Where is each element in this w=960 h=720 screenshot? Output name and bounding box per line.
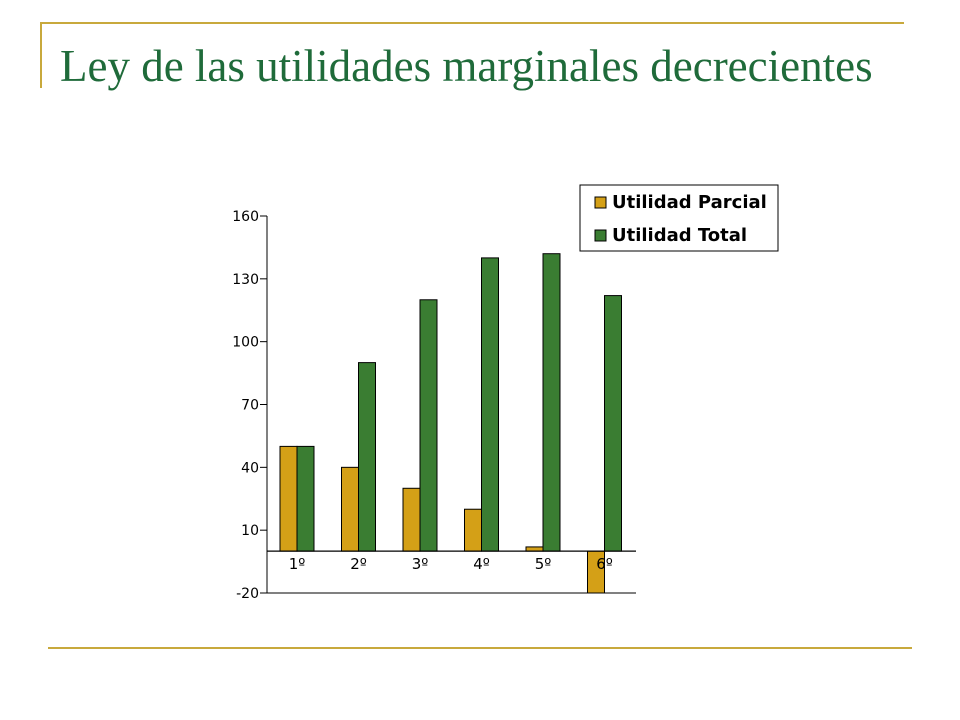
bar-utilidad-parcial: [402, 487, 421, 552]
bar-utilidad-total: [296, 445, 315, 552]
x-category-label: 4º: [473, 555, 490, 573]
y-tick-label: 40: [241, 460, 259, 476]
y-tick-label: 160: [232, 209, 259, 225]
slide-left-rule: [40, 22, 42, 88]
slide-title: Ley de las utilidades marginales decreci…: [60, 41, 873, 91]
slide-top-rule: [40, 22, 904, 24]
y-tick-label: 130: [232, 272, 259, 288]
bar-utilidad-parcial: [279, 445, 298, 552]
bar-utilidad-parcial: [464, 508, 482, 552]
legend-swatch: [594, 229, 607, 242]
y-tick-label: 10: [241, 523, 259, 539]
legend-box: [579, 184, 779, 252]
legend-label: Utilidad Total: [612, 225, 747, 246]
x-category-label: 2º: [350, 555, 367, 573]
y-tick-label: -20: [236, 586, 259, 602]
bar-utilidad-total: [419, 299, 438, 552]
bar-utilidad-total: [604, 295, 622, 552]
bar-utilidad-parcial: [525, 546, 544, 552]
x-category-label: 5º: [535, 555, 552, 573]
bar-utilidad-total: [358, 362, 376, 552]
bar-utilidad-total: [481, 257, 499, 552]
legend-swatch: [594, 196, 607, 209]
x-category-label: 1º: [289, 555, 306, 573]
x-category-label: 6º: [596, 555, 613, 573]
x-category-label: 3º: [412, 555, 429, 573]
slide-bottom-rule: [48, 647, 912, 649]
bar-utilidad-total: [542, 253, 561, 552]
y-tick-label: 70: [241, 398, 259, 414]
y-tick-label: 100: [232, 335, 259, 351]
bar-utilidad-parcial: [341, 466, 359, 552]
legend-label: Utilidad Parcial: [612, 192, 767, 213]
